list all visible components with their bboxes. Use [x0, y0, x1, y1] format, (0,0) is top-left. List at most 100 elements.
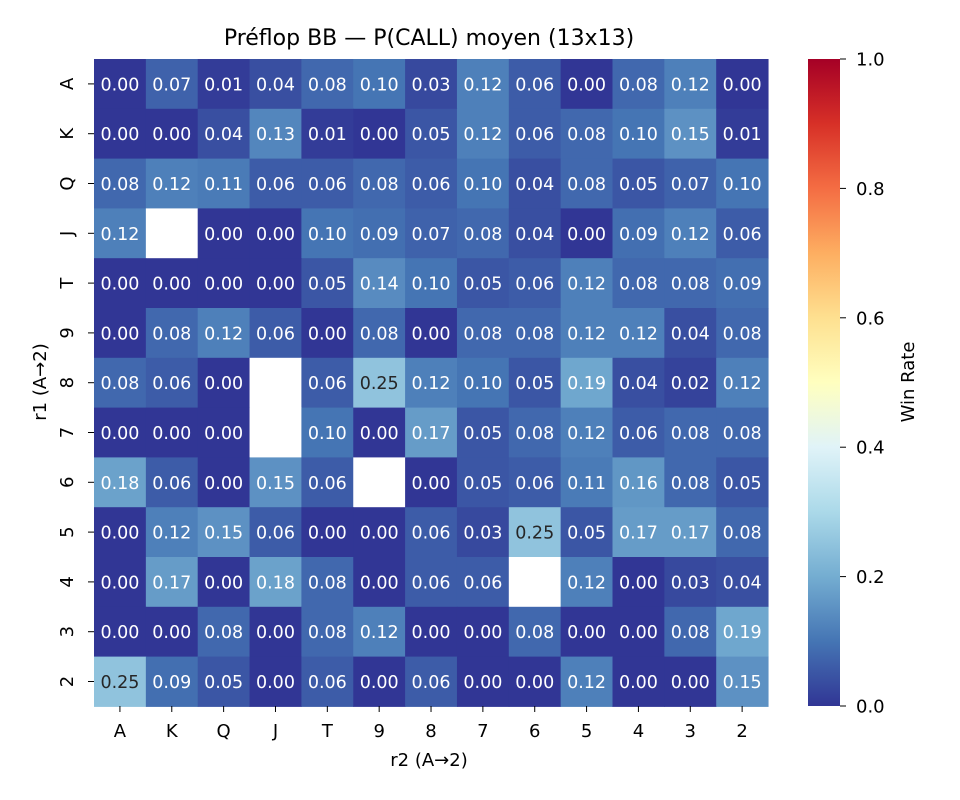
cell-value-label: 0.08	[723, 424, 762, 444]
cell-value-label: 0.04	[256, 75, 295, 95]
cell-value-label: 0.00	[412, 623, 451, 643]
y-tick-label: 8	[57, 377, 78, 388]
heatmap-cell	[249, 656, 302, 707]
heatmap-cell	[456, 656, 510, 707]
cell-value-label: 0.08	[360, 175, 399, 195]
heatmap-cell	[612, 208, 665, 259]
cell-value-label: 0.07	[412, 225, 451, 245]
cell-value-label: 0.06	[256, 324, 295, 344]
heatmap-cell	[560, 606, 613, 658]
cell-value-label: 0.00	[152, 623, 191, 643]
colorbar-tick-label: 1.0	[856, 50, 885, 71]
cell-value-label: 0.01	[204, 75, 243, 95]
cell-value-label: 0.07	[671, 175, 710, 195]
cell-value-label: 0.12	[412, 374, 451, 394]
cell-value-label: 0.12	[567, 275, 606, 295]
heatmap-cell-empty	[249, 357, 302, 409]
cell-value-label: 0.06	[515, 275, 554, 295]
cell-value-label: 0.08	[671, 275, 710, 295]
heatmap-cell	[353, 407, 406, 458]
heatmap-cell	[197, 308, 251, 359]
cell-value-label: 0.12	[723, 374, 762, 394]
cell-value-label: 0.11	[567, 474, 606, 494]
cell-value-label: 0.08	[619, 75, 658, 95]
cell-value-label: 0.00	[204, 424, 243, 444]
y-axis-ticks: A K Q J T 9 8 7 6 5 4 3 2	[57, 77, 94, 687]
cell-value-label: 0.17	[412, 424, 451, 444]
heatmap-cell	[456, 208, 510, 259]
heatmap-cell	[94, 158, 147, 209]
cell-value-label: 0.00	[100, 623, 139, 643]
heatmap-cell	[716, 507, 769, 558]
heatmap-cell	[94, 108, 147, 160]
heatmap-cell	[353, 557, 406, 608]
cell-value-label: 0.05	[463, 275, 502, 295]
heatmap-cell	[249, 59, 302, 110]
heatmap-cell-empty	[249, 407, 302, 458]
heatmap-cell	[508, 59, 562, 110]
cell-value-label: 0.10	[463, 175, 502, 195]
cell-value-label: 0.00	[463, 623, 502, 643]
heatmap-cell	[560, 407, 613, 458]
cell-value-label: 0.12	[204, 324, 243, 344]
heatmap-cell	[560, 656, 613, 707]
heatmap-cell	[456, 308, 510, 359]
cell-value-label: 0.00	[619, 573, 658, 593]
heatmap-cell	[560, 258, 613, 309]
cell-value-label: 0.06	[619, 424, 658, 444]
cell-value-label: 0.12	[463, 125, 502, 145]
heatmap-cell	[94, 308, 147, 359]
heatmap-cell	[353, 656, 406, 707]
cell-value-label: 0.18	[100, 474, 139, 494]
heatmap-cell	[405, 557, 458, 608]
cell-value-label: 0.06	[412, 524, 451, 544]
cell-value-label: 0.00	[412, 324, 451, 344]
heatmap-cell	[405, 208, 458, 259]
cell-value-label: 0.06	[463, 573, 502, 593]
cell-value-label: 0.17	[619, 524, 658, 544]
heatmap-cell	[560, 208, 613, 259]
heatmap-cell	[353, 158, 406, 209]
heatmap-cell	[560, 557, 613, 608]
cell-value-label: 0.25	[515, 524, 554, 544]
heatmap-cell	[145, 258, 199, 309]
heatmap-cell	[560, 308, 613, 359]
heatmap-cell	[716, 208, 769, 259]
cell-value-label: 0.09	[723, 275, 762, 295]
heatmap-cell	[456, 108, 510, 160]
heatmap-cell	[94, 407, 147, 458]
heatmap-cell	[716, 457, 769, 508]
x-axis-ticks: A K Q J T 9 8 7 6 5 4 3 2	[114, 706, 748, 742]
heatmap-cell	[145, 606, 199, 658]
cell-value-label: 0.12	[360, 623, 399, 643]
cell-value-label: 0.05	[567, 524, 606, 544]
heatmap-cell	[664, 59, 717, 110]
heatmap-cell	[612, 407, 665, 458]
heatmap-cell	[612, 108, 665, 160]
heatmap-cell	[197, 258, 251, 309]
heatmap-cell	[145, 108, 199, 160]
heatmap-cell	[94, 357, 147, 409]
cell-value-label: 0.00	[100, 275, 139, 295]
heatmap-cell	[508, 507, 562, 558]
cell-value-label: 0.08	[100, 175, 139, 195]
cell-value-label: 0.08	[671, 424, 710, 444]
heatmap-cell	[145, 557, 199, 608]
y-axis-label: r1 (A→2)	[30, 343, 51, 420]
cell-value-label: 0.00	[360, 673, 399, 693]
heatmap-cell-empty	[145, 208, 199, 259]
heatmap-cell	[560, 457, 613, 508]
y-tick-label: 6	[57, 477, 78, 488]
heatmap-cell	[716, 108, 769, 160]
cell-value-label: 0.08	[308, 75, 347, 95]
chart-title: Préflop BB — P(CALL) moyen (13x13)	[224, 26, 634, 51]
cell-value-label: 0.08	[100, 374, 139, 394]
heatmap-cell	[664, 258, 717, 309]
cell-value-label: 0.10	[412, 275, 451, 295]
cell-value-label: 0.04	[671, 324, 710, 344]
x-tick-label: A	[114, 721, 127, 742]
cell-value-label: 0.04	[515, 175, 554, 195]
cell-value-label: 0.12	[463, 75, 502, 95]
cell-value-label: 0.00	[567, 225, 606, 245]
cell-value-label: 0.06	[308, 374, 347, 394]
